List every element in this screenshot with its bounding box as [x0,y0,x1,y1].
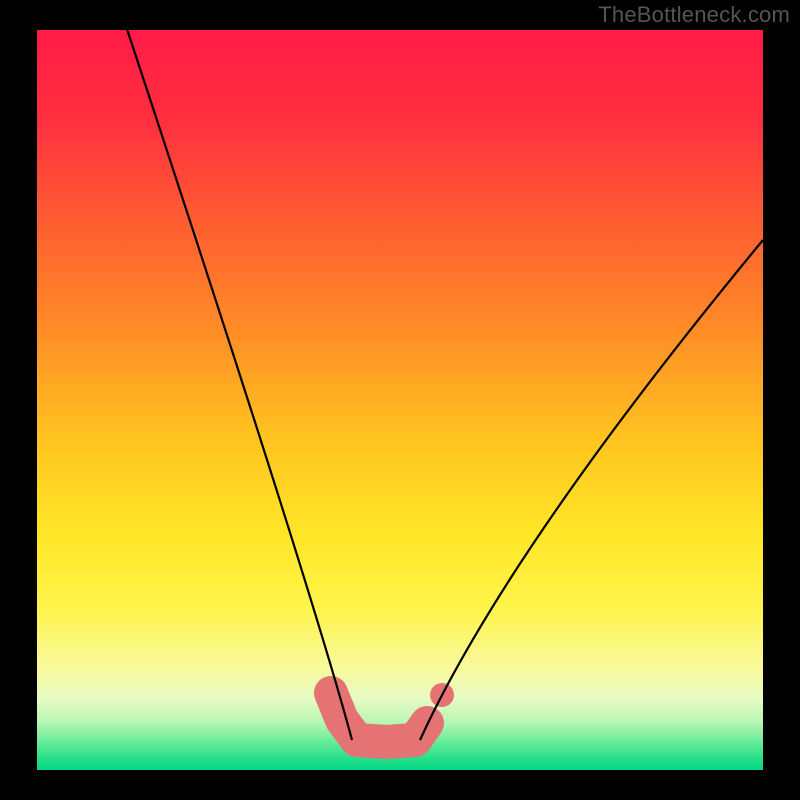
watermark-text: TheBottleneck.com [598,2,790,28]
chart-frame: TheBottleneck.com [0,0,800,800]
right-branch-curve [420,240,763,740]
curve-layer [37,30,763,770]
plot-area [37,30,763,770]
left-branch-curve [124,30,352,740]
